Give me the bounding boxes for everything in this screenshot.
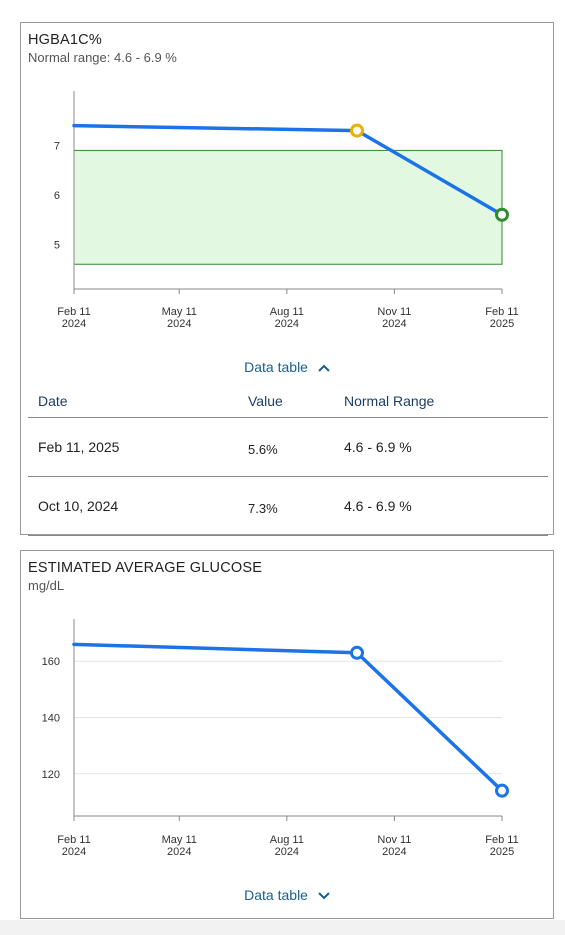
cell-date: Oct 10, 2024 [28, 476, 238, 536]
y-tick-label: 120 [42, 769, 60, 781]
cell-normal-range: 4.6 - 6.9 % [334, 417, 548, 477]
data-table-toggle-label: Data table [244, 359, 308, 375]
x-tick-label: Feb 11 [57, 306, 90, 318]
x-tick-label: 2024 [167, 318, 191, 330]
cell-value: 5.6% [238, 417, 334, 477]
x-tick-label: Aug 11 [270, 306, 304, 318]
table-row: Feb 11, 2025 5.6% 4.6 - 6.9 % [28, 417, 548, 477]
x-tick-label: Feb 11 [485, 834, 518, 846]
table-row: Oct 10, 2024 7.3% 4.6 - 6.9 % [28, 476, 548, 536]
column-header-date: Date [28, 385, 238, 418]
x-tick-label: 2024 [275, 318, 299, 330]
x-tick-label: Feb 11 [485, 306, 518, 318]
data-table-toggle[interactable]: Data table [21, 359, 553, 375]
data-point-marker [495, 783, 509, 798]
x-tick-label: May 11 [162, 306, 197, 318]
x-tick-label: Nov 11 [377, 306, 411, 318]
top-header-fragment [0, 0, 565, 4]
data-table-toggle[interactable]: Data table [21, 887, 553, 903]
y-tick-label: 6 [54, 190, 60, 202]
hgba1c-card: HGBA1C% Normal range: 4.6 - 6.9 % 5 6 7 Feb… [20, 22, 554, 536]
estimated-average-glucose-card: ESTIMATED AVERAGE GLUCOSE mg/dL 120 140 16… [20, 550, 554, 919]
x-tick-label: 2024 [382, 846, 406, 858]
y-tick-label: 140 [42, 713, 60, 725]
chevron-up-icon [318, 364, 330, 373]
column-header-value: Value [238, 385, 334, 418]
y-tick-label: 160 [42, 656, 60, 668]
x-tick-label: Aug 11 [270, 834, 304, 846]
column-header-normal-range: Normal Range [334, 385, 548, 418]
x-tick-label: 2024 [62, 846, 86, 858]
card-title: HGBA1C% [28, 32, 102, 48]
normal-range-subtitle: Normal range: 4.6 - 6.9 % [28, 50, 177, 65]
cell-normal-range: 4.6 - 6.9 % [334, 476, 548, 536]
x-tick-label: Nov 11 [377, 834, 411, 846]
data-point-marker [349, 123, 364, 138]
y-tick-label: 5 [54, 239, 60, 251]
table-header-row: Date Value Normal Range [28, 385, 548, 418]
cell-value: 7.3% [238, 476, 334, 536]
chevron-down-icon [318, 892, 330, 900]
data-table-toggle-label: Data table [244, 887, 308, 903]
x-tick-label: 2024 [382, 318, 406, 330]
x-tick-label: 2025 [490, 318, 514, 330]
y-tick-label: 7 [54, 140, 60, 152]
x-tick-label: Feb 11 [57, 834, 90, 846]
unit-subtitle: mg/dL [28, 578, 65, 593]
data-point-marker [349, 645, 364, 660]
x-tick-label: 2024 [62, 318, 86, 330]
x-tick-label: May 11 [162, 834, 197, 846]
cell-date: Feb 11, 2025 [28, 417, 238, 477]
data-table: Date Value Normal Range Feb 11, 2025 5.6… [28, 385, 548, 536]
bottom-scroll-edge [0, 920, 565, 935]
card-title: ESTIMATED AVERAGE GLUCOSE [28, 560, 263, 576]
data-point-marker [495, 207, 509, 222]
x-tick-label: 2025 [490, 846, 514, 858]
x-tick-label: 2024 [275, 846, 299, 858]
normal-range-band [73, 149, 503, 265]
x-tick-label: 2024 [167, 846, 191, 858]
